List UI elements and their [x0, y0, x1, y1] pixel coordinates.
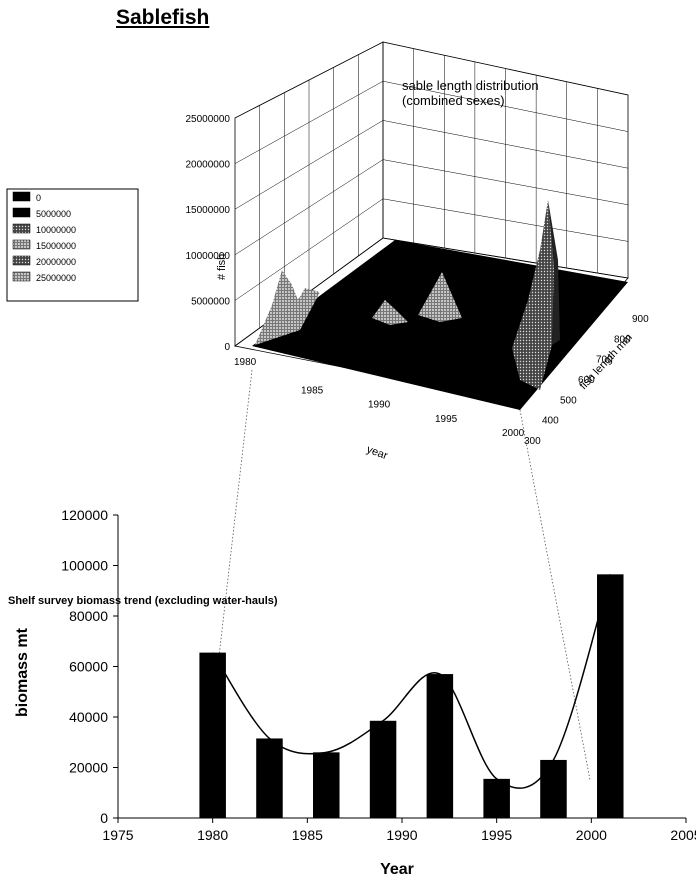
surface-x-tick: 1980	[234, 357, 257, 368]
surface-z-tick: 15000000	[186, 205, 231, 216]
surface-gridline	[234, 120, 629, 210]
surface-y-tick: 600	[578, 375, 595, 386]
length-distribution-surface	[252, 200, 628, 410]
page-title: Sablefish	[116, 6, 210, 29]
bar-x-tick: 2000	[576, 827, 607, 843]
surface-y-axis-label: fish length mm	[577, 332, 635, 392]
surface-z-tick: 5000000	[191, 296, 230, 307]
bar-chart-title: Shelf survey biomass trend (excluding wa…	[8, 595, 278, 607]
surface-y-tick: 500	[560, 395, 577, 406]
bar-y-tick: 100000	[61, 558, 108, 574]
surface-y-tick: 300	[524, 436, 541, 447]
biomass-bar	[199, 652, 226, 818]
surface-x-axis-label: year	[365, 444, 390, 463]
legend-swatch	[12, 255, 31, 266]
bar-x-axis-label: Year	[380, 861, 414, 878]
bar-y-tick: 0	[100, 810, 108, 826]
legend-label: 5000000	[36, 209, 71, 219]
biomass-bar	[597, 574, 624, 818]
biomass-bar	[483, 778, 510, 818]
biomass-trend-line	[212, 574, 611, 789]
surface-x-tick: 1990	[368, 400, 391, 411]
bar-y-tick: 20000	[69, 760, 108, 776]
surface-legend: 0 5000000 10000000 15000000 20000000 25000000	[6, 188, 139, 302]
surface-y-tick: 400	[542, 416, 559, 427]
surface-z-tick: 10000000	[186, 251, 231, 262]
surface-x-tick: 1985	[301, 385, 324, 396]
biomass-bar	[313, 752, 340, 818]
bar-y-axis-label: biomass mt	[14, 627, 31, 717]
surface-x-tick: 1995	[435, 414, 458, 425]
legend-label: 0	[36, 193, 41, 203]
legend-label: 25000000	[36, 273, 76, 283]
legend-swatch	[12, 207, 31, 218]
surface-y-tick: 800	[614, 334, 631, 345]
biomass-bar-chart: 0 20000 40000 60000 80000 100000 120000 1975 198…	[61, 507, 696, 843]
surface-y-tick: 700	[596, 355, 613, 366]
legend-label: 10000000	[36, 225, 76, 235]
legend-swatch	[12, 223, 31, 234]
bar-y-tick: 80000	[69, 608, 108, 624]
surface-title-line-2: (combined sexes)	[402, 93, 505, 108]
zoom-connector-lines	[217, 369, 591, 781]
surface-x-tick: 2000	[502, 428, 525, 439]
legend-swatch	[12, 191, 31, 202]
bar-y-tick: 120000	[61, 507, 108, 523]
legend-swatch	[12, 239, 31, 250]
legend-swatch	[12, 271, 31, 282]
legend-label: 15000000	[36, 241, 76, 251]
biomass-bar	[256, 738, 283, 818]
surface-z-tick: 0	[224, 342, 230, 353]
bar-y-tick: 60000	[69, 659, 108, 675]
bar-x-tick: 1985	[292, 827, 323, 843]
biomass-bar	[426, 674, 454, 818]
legend-label: 20000000	[36, 257, 76, 267]
biomass-bar	[540, 759, 567, 818]
bar-x-tick: 1995	[481, 827, 512, 843]
surface-z-axis-label: # fish	[216, 254, 228, 280]
bar-x-tick: 1975	[102, 827, 133, 843]
surface-z-tick: 25000000	[186, 114, 231, 125]
surface-y-tick: 900	[632, 314, 649, 325]
bar-x-tick: 1980	[197, 827, 228, 843]
biomass-bar	[369, 720, 397, 818]
bar-x-tick: 2005	[670, 827, 696, 843]
bar-x-tick: 1990	[386, 827, 417, 843]
bar-y-tick: 40000	[69, 709, 108, 725]
surface-title-line-1: sable length distribution	[402, 78, 539, 93]
surface-z-tick: 20000000	[186, 160, 231, 171]
